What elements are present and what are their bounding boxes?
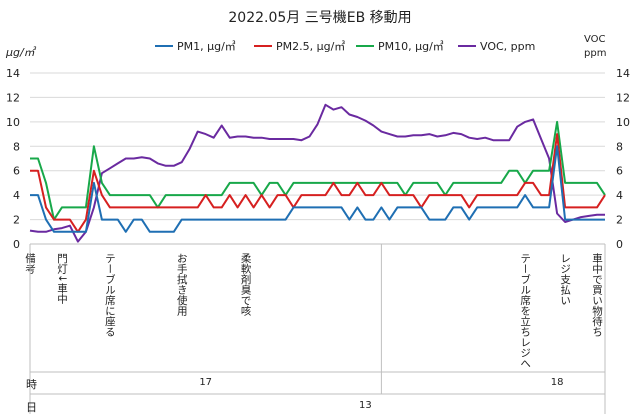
y-tick-label-left: 10: [6, 116, 20, 129]
y-tick-label-left: 6: [13, 165, 20, 178]
series-lines: [29, 103, 606, 243]
y-tick-label-right: 0: [616, 238, 623, 251]
y-axis-label-right: VOC: [584, 34, 606, 45]
y-tick-label-right: 2: [616, 214, 623, 227]
event-label: 柔軟剤臭で咳: [240, 253, 252, 317]
y-tick-label-right: 12: [616, 91, 630, 104]
y-axis-label-right: ppm: [584, 48, 606, 59]
y-tick-label-left: 14: [6, 67, 20, 80]
grid-lines: [30, 72, 605, 245]
series-line-pm1: [30, 145, 605, 233]
legend-entry: VOC, ppm: [480, 40, 535, 53]
y-tick-label-left: 0: [13, 238, 20, 251]
y-tick-label-right: 6: [616, 165, 623, 178]
y-tick-label-right: 14: [616, 67, 630, 80]
series-line-voc: [29, 103, 605, 243]
chart-title: 2022.05月 三号機EB 移動用: [228, 10, 411, 26]
time-rows: 時 17 18 日 13: [26, 244, 606, 414]
event-label: 車中で買い物待ち: [591, 252, 603, 337]
event-label: テーブル席に座る: [104, 253, 116, 337]
legend: PM1, μg/㎥ PM2.5, μg/㎥ PM10, μg/㎥ VOC, ppm: [155, 40, 535, 53]
y-tick-label-left: 2: [13, 214, 20, 227]
legend-entry: PM10, μg/㎥: [378, 40, 444, 53]
series-line-pm10: [30, 120, 606, 221]
hour-label: 18: [551, 377, 564, 388]
event-annotations: 備考 門灯↓車中 テーブル席に座る お手拭き使用 柔軟剤臭で咳 テーブル席を立ちレジへ レジ…: [24, 252, 603, 369]
y-tick-label-right: 8: [616, 140, 623, 153]
event-label: テーブル席を立ちレジへ: [519, 253, 531, 369]
y-tick-label-right: 10: [616, 116, 630, 129]
y-tick-label-left: 12: [6, 91, 20, 104]
event-label: お手拭き使用: [176, 253, 188, 317]
y-tick-label-left: 4: [13, 189, 20, 202]
hour-label: 17: [199, 377, 212, 388]
series-line-pm25: [30, 133, 606, 233]
axes: 0 0 2 2 4 4 6 6 8 8 10 10 12 12 14 14 μg/㎥ VOC ppm: [5, 34, 630, 251]
day-label: 13: [359, 400, 372, 411]
legend-entry: PM1, μg/㎥: [177, 40, 236, 53]
y-axis-label-left: μg/㎥: [5, 46, 37, 59]
legend-entry: PM2.5, μg/㎥: [276, 40, 345, 53]
hour-row-label: 時: [26, 378, 37, 391]
y-tick-label-right: 4: [616, 189, 623, 202]
y-tick-label-left: 8: [13, 140, 20, 153]
day-row-label: 日: [26, 401, 37, 414]
event-label: 門灯↓車中: [56, 253, 68, 305]
event-label: レジ支払い: [559, 253, 571, 306]
